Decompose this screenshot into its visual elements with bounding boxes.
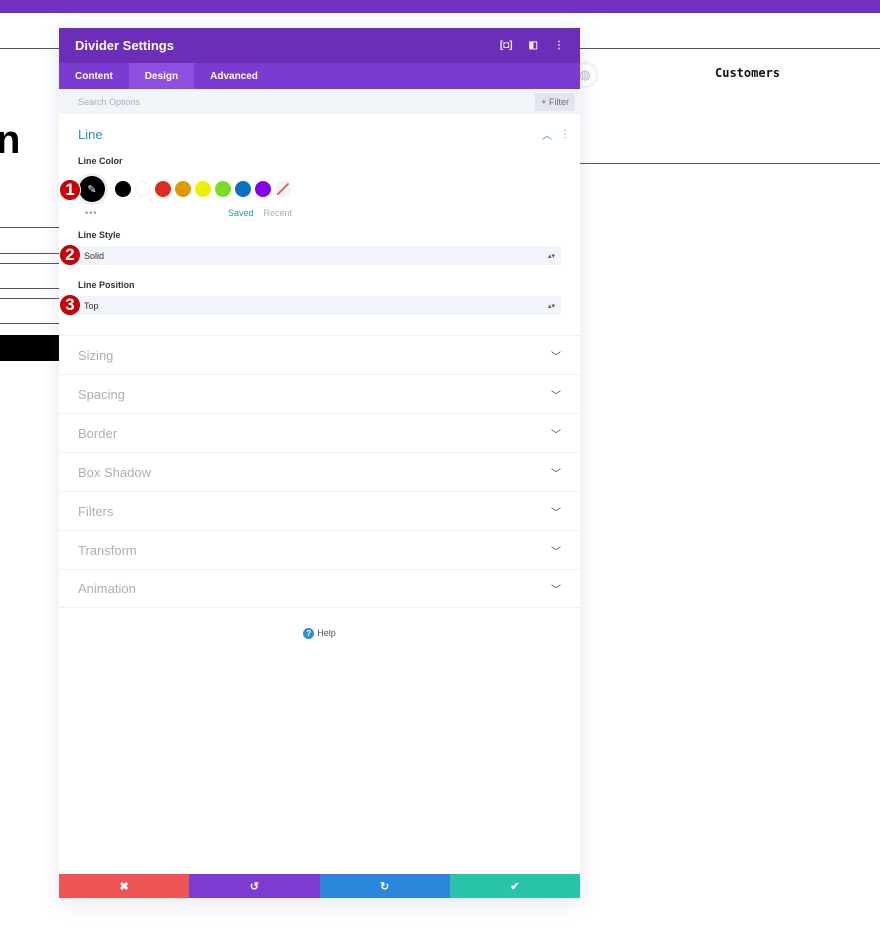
divider-line [0, 323, 59, 324]
section-title: Transform [78, 542, 137, 558]
annotation-badge: 2 [59, 244, 81, 266]
chevron-down-icon: ﹀ [551, 429, 561, 441]
swatch-yellow[interactable] [195, 181, 211, 197]
more-colors-icon[interactable]: ••• [85, 208, 98, 218]
recent-colors-tab[interactable]: Recent [263, 208, 292, 218]
section-title: Box Shadow [78, 464, 151, 480]
redo-button[interactable]: ↻ [319, 874, 450, 898]
saved-colors-tab[interactable]: Saved [227, 208, 254, 218]
annotation-badge: 1 [59, 179, 81, 201]
section-box-shadow[interactable]: Box Shadow ﹀ [59, 452, 580, 491]
panel-header[interactable]: Divider Settings [◘] ◧ ⋮ [59, 28, 580, 63]
swatch-purple[interactable] [255, 181, 271, 197]
divider-settings-panel: Divider Settings [◘] ◧ ⋮ Content Design … [59, 28, 580, 898]
line-style-label: Line Style [78, 230, 121, 240]
section-title: Filters [78, 503, 114, 519]
filter-button[interactable]: + Filter [535, 92, 575, 111]
select-arrows-icon: ▴▾ [547, 252, 555, 260]
section-title: Sizing [78, 347, 114, 363]
line-section-title: Line [78, 126, 103, 142]
help-label: Help [317, 628, 336, 638]
tab-advanced[interactable]: Advanced [210, 70, 258, 82]
swatch-blue[interactable] [235, 181, 251, 197]
section-border[interactable]: Border ﹀ [59, 413, 580, 452]
undo-button[interactable]: ↺ [189, 874, 320, 898]
undo-icon: ↺ [249, 880, 259, 893]
partial-heading: n [0, 118, 21, 162]
chevron-up-icon[interactable]: ︿ [542, 130, 552, 142]
section-transform[interactable]: Transform ﹀ [59, 530, 580, 569]
save-button[interactable]: ✔ [449, 874, 580, 898]
section-sizing[interactable]: Sizing ﹀ [59, 335, 580, 374]
swatch-orange[interactable] [175, 181, 191, 197]
line-section-header[interactable]: Line ︿ ⋮ [59, 114, 580, 154]
check-icon: ✔ [510, 880, 520, 893]
chevron-down-icon: ﹀ [551, 546, 561, 558]
section-spacing[interactable]: Spacing ﹀ [59, 374, 580, 413]
annotation-badge: 3 [59, 294, 81, 316]
swatch-black[interactable] [115, 181, 131, 197]
chevron-down-icon: ﹀ [551, 507, 561, 519]
chevron-down-icon: ﹀ [551, 468, 561, 480]
more-options-icon[interactable]: ⋮ [560, 128, 570, 140]
eyedropper-icon[interactable]: ✎ [79, 176, 105, 202]
cancel-button[interactable]: ✖ [59, 874, 190, 898]
tab-content[interactable]: Content [75, 70, 113, 82]
section-title: Animation [78, 581, 136, 596]
divider-line [0, 227, 59, 228]
top-bar [0, 0, 880, 13]
section-title: Spacing [78, 386, 125, 402]
no-color-swatch-icon[interactable] [275, 181, 291, 197]
color-swatches: ✎ [59, 176, 580, 202]
split-view-icon[interactable]: ◧ [528, 40, 538, 51]
chevron-down-icon: ﹀ [551, 585, 561, 596]
line-position-value: Top [84, 300, 99, 311]
select-arrows-icon: ▴▾ [547, 302, 555, 310]
swatch-red[interactable] [155, 181, 171, 197]
fullscreen-icon[interactable]: [◘] [499, 40, 513, 51]
help-icon: ? [303, 628, 315, 639]
divider-line [0, 253, 59, 254]
redo-icon: ↻ [380, 880, 390, 893]
more-options-icon[interactable]: ⋮ [554, 40, 564, 51]
chevron-down-icon: ﹀ [551, 390, 561, 402]
section-title: Border [78, 425, 118, 441]
chevron-down-icon: ﹀ [551, 351, 561, 363]
help-link[interactable]: ? Help [59, 628, 580, 639]
tab-design[interactable]: Design [128, 63, 195, 89]
search-options-input[interactable]: Search Options [78, 96, 141, 107]
section-filters[interactable]: Filters ﹀ [59, 491, 580, 530]
divider-line [0, 298, 59, 299]
section-animation[interactable]: Animation ﹀ [59, 569, 580, 608]
divider-line [580, 163, 880, 164]
swatch-white[interactable] [135, 181, 151, 197]
black-button-block [0, 335, 59, 361]
line-color-label: Line Color [78, 156, 123, 166]
divider-line [0, 288, 59, 289]
panel-title: Divider Settings [75, 38, 174, 53]
line-position-label: Line Position [78, 280, 135, 290]
line-style-value: Solid [84, 250, 105, 261]
customers-label: Customers [715, 66, 781, 80]
line-style-select[interactable]: Solid ▴▾ [78, 246, 561, 265]
close-icon: ✖ [119, 880, 129, 893]
swatch-green[interactable] [215, 181, 231, 197]
line-position-select[interactable]: Top ▴▾ [78, 296, 561, 315]
divider-line [0, 263, 59, 264]
